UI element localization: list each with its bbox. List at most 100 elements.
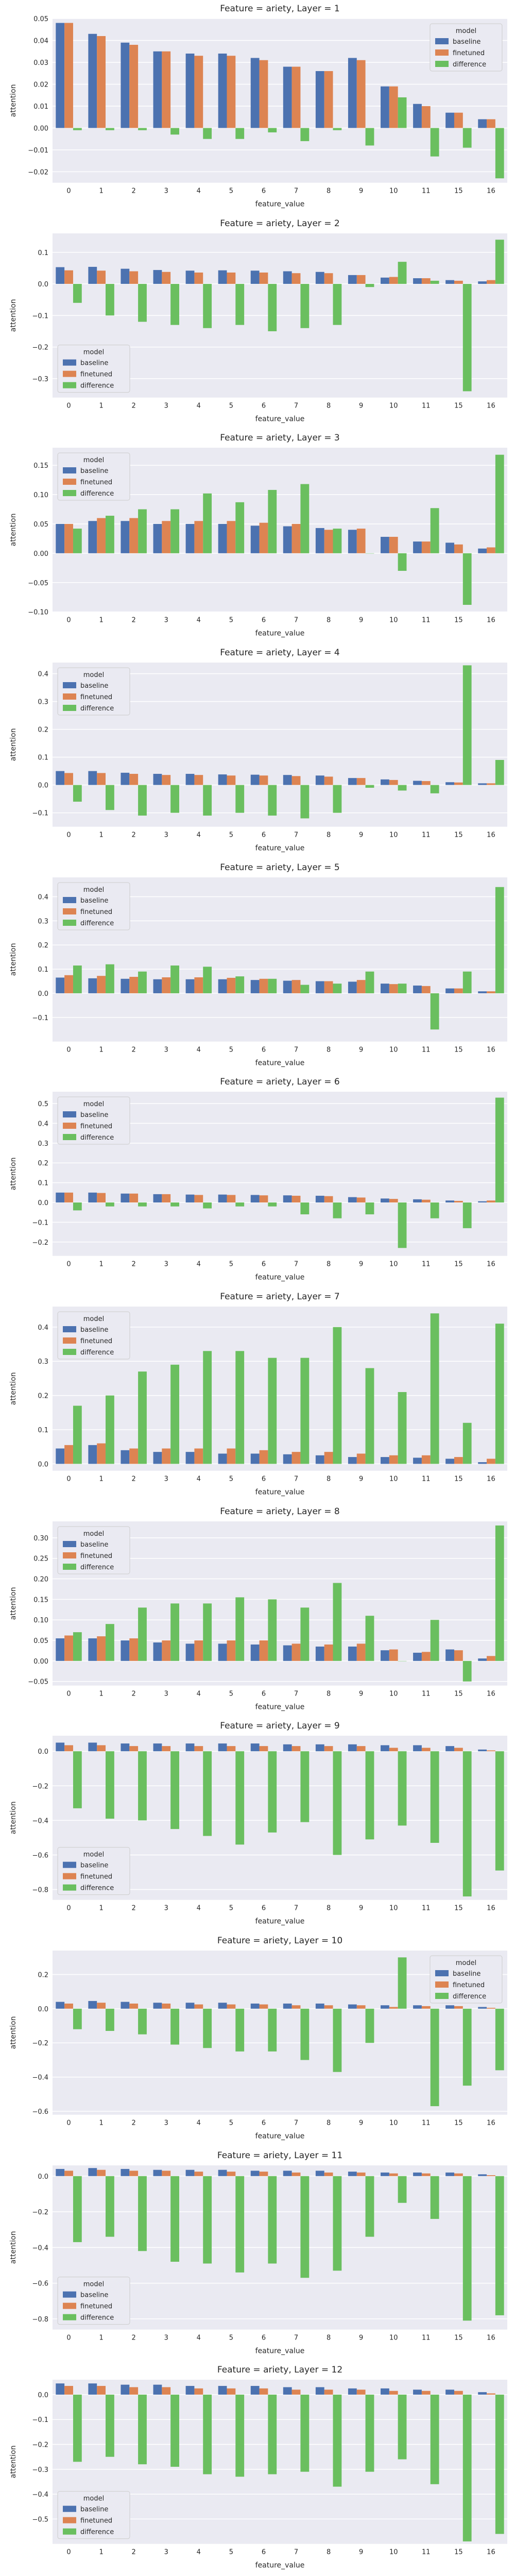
x-tick-label: 8 — [327, 1905, 331, 1912]
bar-baseline-1 — [88, 1193, 97, 1203]
bar-finetuned-5 — [227, 2004, 236, 2009]
bar-finetuned-16 — [487, 119, 495, 128]
legend-entry-baseline: baseline — [80, 897, 108, 905]
bar-baseline-10 — [381, 1745, 389, 1752]
legend: model baseline finetuned difference — [57, 882, 130, 930]
bar-difference-9 — [365, 2395, 374, 2472]
x-tick-label: 8 — [327, 617, 331, 624]
bar-difference-16 — [495, 128, 504, 179]
x-tick-label: 11 — [422, 2334, 431, 2342]
bar-finetuned-7 — [291, 776, 301, 785]
x-tick-label: 1 — [99, 188, 103, 195]
x-tick-label: 9 — [359, 2334, 363, 2342]
bar-baseline-7 — [283, 2387, 292, 2395]
bar-difference-8 — [333, 2008, 342, 2072]
bar-difference-10 — [398, 1392, 407, 1464]
y-tick-label: 0.0 — [38, 782, 48, 790]
x-tick-label: 11 — [422, 1476, 431, 1483]
bar-difference-11 — [430, 1751, 439, 1843]
bar-baseline-16 — [478, 1750, 487, 1752]
bar-difference-3 — [170, 1202, 179, 1207]
x-tick-label: 16 — [487, 832, 495, 839]
x-tick-label: 5 — [229, 832, 233, 839]
bar-baseline-15 — [445, 782, 454, 785]
bar-difference-5 — [235, 1751, 245, 1845]
bar-baseline-0 — [56, 1742, 65, 1752]
y-tick-label: 0.0 — [38, 1199, 48, 1207]
bar-finetuned-16 — [487, 2175, 495, 2176]
bar-difference-2 — [138, 1202, 147, 1207]
x-tick-label: 10 — [389, 2549, 398, 2556]
bar-difference-4 — [203, 1351, 212, 1464]
bar-difference-0 — [73, 128, 82, 130]
bar-finetuned-4 — [194, 1640, 203, 1661]
bar-baseline-9 — [348, 2171, 357, 2176]
bar-finetuned-3 — [162, 775, 171, 785]
bar-baseline-10 — [381, 2172, 389, 2176]
x-tick-label: 0 — [66, 1261, 71, 1268]
bar-finetuned-11 — [421, 2391, 431, 2395]
x-tick-label: 4 — [197, 1905, 201, 1912]
bar-finetuned-10 — [389, 2007, 398, 2009]
bar-difference-7 — [300, 2008, 310, 2060]
x-tick-label: 6 — [262, 2549, 266, 2556]
bar-difference-7 — [300, 985, 310, 993]
bar-difference-9 — [365, 553, 374, 554]
x-tick-label: 7 — [294, 1476, 298, 1483]
chart-panel-layer-2: Feature = ariety, Layer = 2 −0.3 −0.2 −0.1 0… — [9, 218, 507, 423]
bar-difference-0 — [73, 2395, 82, 2462]
y-tick-label: 0.1 — [38, 1180, 48, 1188]
bar-finetuned-16 — [487, 2008, 495, 2009]
bar-baseline-7 — [283, 2171, 292, 2176]
bar-baseline-6 — [250, 270, 260, 284]
bar-difference-15 — [462, 283, 472, 392]
legend-entry-finetuned: finetuned — [453, 49, 485, 57]
x-tick-label: 2 — [132, 1690, 136, 1698]
legend-entry-difference: difference — [80, 382, 114, 389]
bar-baseline-9 — [348, 530, 357, 554]
x-tick-label: 3 — [164, 617, 168, 624]
x-tick-label: 1 — [99, 832, 103, 839]
bar-finetuned-2 — [129, 44, 139, 128]
bar-difference-11 — [430, 280, 439, 284]
bar-finetuned-15 — [454, 988, 463, 993]
bar-finetuned-6 — [259, 1195, 268, 1203]
x-tick-label: 1 — [99, 2549, 103, 2556]
bar-finetuned-6 — [259, 2171, 268, 2176]
bar-baseline-4 — [185, 1194, 195, 1203]
bar-baseline-2 — [121, 1743, 130, 1752]
x-tick-label: 2 — [132, 188, 136, 195]
legend-swatch-finetuned — [63, 908, 77, 914]
bar-baseline-0 — [56, 1448, 65, 1464]
bar-baseline-6 — [250, 2171, 260, 2176]
x-tick-label: 9 — [359, 617, 363, 624]
x-axis-label: feature_value — [255, 630, 305, 638]
bar-difference-4 — [203, 1202, 212, 1209]
x-tick-label: 0 — [66, 617, 71, 624]
legend-swatch-difference — [63, 382, 77, 388]
bar-baseline-5 — [218, 774, 227, 785]
bar-difference-7 — [300, 1751, 310, 1823]
bar-baseline-0 — [56, 524, 65, 554]
bar-baseline-16 — [478, 119, 487, 128]
bar-finetuned-9 — [356, 2389, 366, 2395]
bar-difference-2 — [138, 2176, 147, 2251]
bar-finetuned-4 — [194, 977, 203, 993]
bar-finetuned-9 — [356, 2172, 366, 2176]
bar-difference-1 — [106, 2395, 114, 2457]
bar-difference-0 — [73, 1632, 82, 1661]
bar-finetuned-15 — [454, 280, 463, 284]
legend-swatch-difference — [63, 704, 77, 711]
y-axis-label: attention — [9, 84, 18, 117]
bar-baseline-16 — [478, 783, 487, 785]
y-tick-label: 0.0 — [38, 2392, 48, 2399]
bar-finetuned-16 — [487, 1655, 495, 1661]
bar-baseline-7 — [283, 980, 292, 993]
bar-finetuned-9 — [356, 1746, 366, 1752]
bar-baseline-11 — [413, 278, 422, 284]
x-tick-label: 3 — [164, 1476, 168, 1483]
bar-baseline-10 — [381, 537, 389, 554]
legend-swatch-difference — [63, 1563, 77, 1570]
bar-finetuned-11 — [421, 1651, 431, 1661]
bar-difference-6 — [268, 283, 277, 331]
